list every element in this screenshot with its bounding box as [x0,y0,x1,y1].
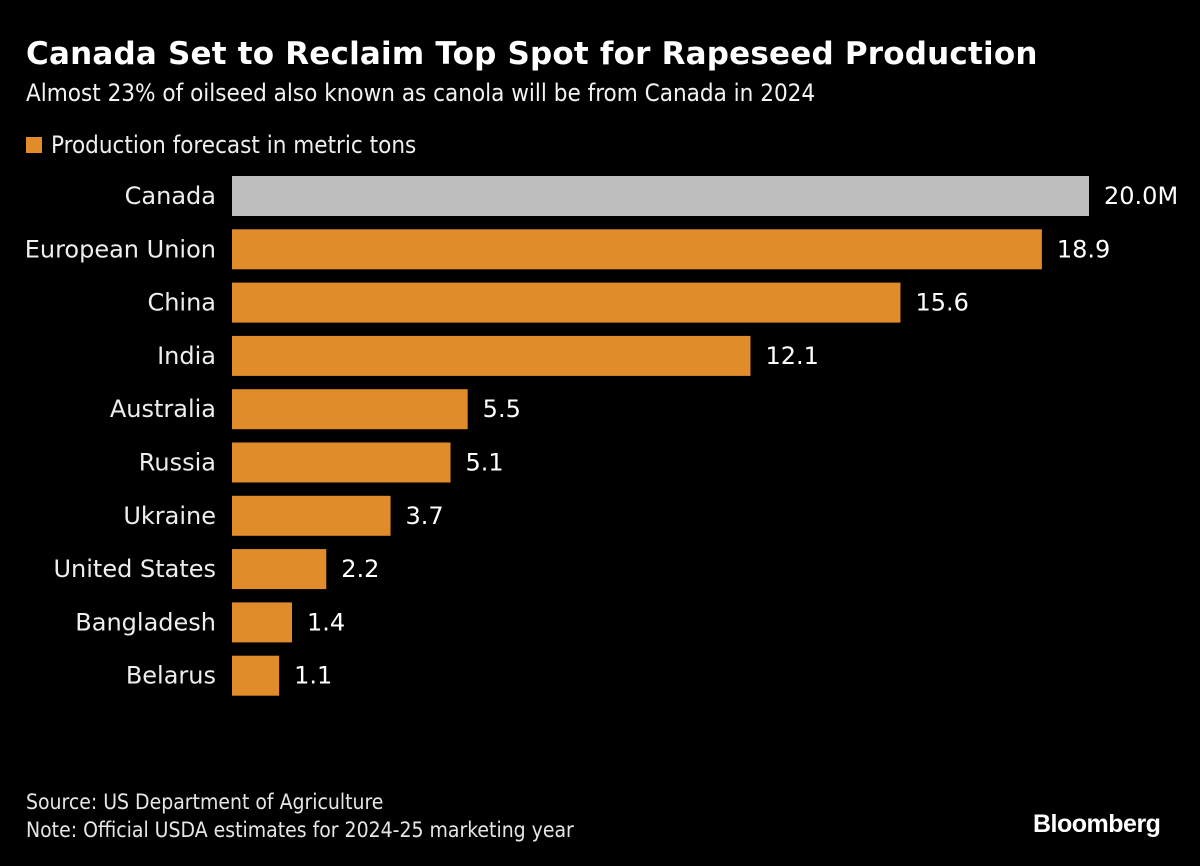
bar-united-states [232,549,327,590]
bar-belarus [232,655,280,696]
data-label: 5.1 [466,449,504,477]
bar-canada [232,176,1089,216]
data-label: 20.0M [1104,182,1178,210]
bar-russia [232,442,451,483]
data-label: 3.7 [406,502,444,530]
chart-subtitle: Almost 23% of oilseed also known as cano… [26,79,816,107]
bar-ukraine [232,495,391,536]
category-label: Australia [110,395,216,423]
data-label: 1.1 [294,662,332,690]
legend: Production forecast in metric tons [26,131,416,159]
data-label: 18.9 [1057,235,1110,263]
bar-bangladesh [232,602,292,643]
legend-swatch [26,137,42,153]
category-label: India [157,342,216,370]
category-label: European Union [25,235,216,263]
data-label: 2.2 [341,555,379,583]
data-label: 15.6 [915,289,968,317]
bar-australia [232,389,468,430]
category-label: China [147,289,216,317]
data-label: 1.4 [307,608,345,636]
footnote: Note: Official USDA estimates for 2024-2… [26,818,574,842]
category-label: Ukraine [123,502,216,530]
bloomberg-logo: Bloomberg [1033,810,1161,838]
source-note: Source: US Department of Agriculture [26,790,384,814]
bar-european-union [232,229,1042,270]
category-label: Belarus [126,662,216,690]
category-label: United States [53,555,216,583]
bar-china [232,282,901,323]
data-label: 5.5 [483,395,521,423]
category-label: Russia [139,449,216,477]
legend-label: Production forecast in metric tons [51,131,417,159]
chart-title: Canada Set to Reclaim Top Spot for Rapes… [26,36,1038,72]
category-label: Canada [125,182,216,210]
bar-india [232,335,751,376]
data-label: 12.1 [765,342,818,370]
category-label: Bangladesh [75,608,216,636]
